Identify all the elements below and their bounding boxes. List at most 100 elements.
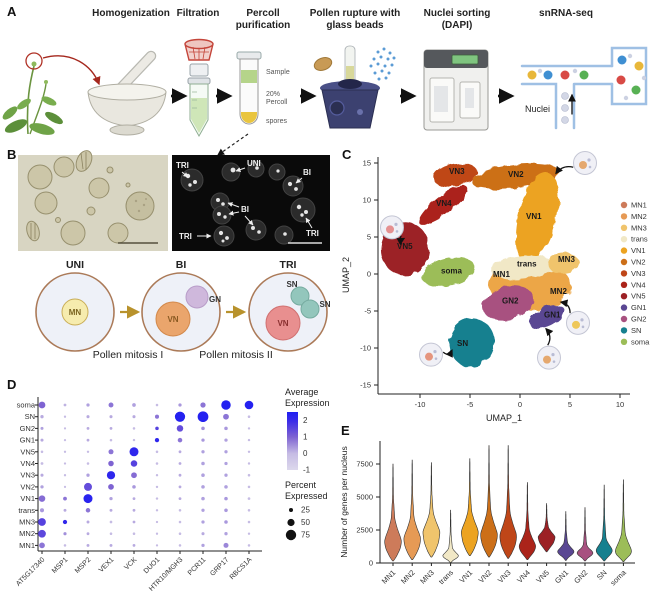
mn-label: MN [69, 308, 82, 317]
expression-dot [63, 415, 67, 418]
expression-dot [155, 520, 159, 524]
legend-label-VN1: VN1 [631, 246, 646, 255]
expression-dot [178, 473, 182, 477]
graphic [88, 177, 110, 199]
expression-dot [132, 485, 136, 489]
percoll-label-line1: 20% [266, 91, 280, 98]
expression-dot [155, 485, 159, 489]
panel-a-workflow: Sample 20% Percoll spores [2, 38, 648, 156]
graphic [142, 203, 146, 207]
expression-dot [155, 462, 159, 465]
gene-label: VEX1 [98, 556, 116, 574]
graphic [26, 220, 40, 242]
graphic [295, 177, 303, 184]
graphic [223, 215, 227, 219]
cluster-label-VN5: VN5 [397, 242, 413, 251]
y-axis-label: UMAP_2 [341, 257, 351, 293]
violin-cat-label: VN1 [458, 568, 475, 585]
graphic [17, 98, 31, 110]
legend-label-GN2: GN2 [631, 315, 646, 324]
x-tick-label: 5 [568, 400, 572, 409]
sample-label: Sample [266, 69, 290, 76]
expression-dot [63, 439, 67, 442]
expression-dot [86, 438, 90, 442]
expression-dot [247, 509, 251, 512]
graphic [187, 77, 211, 85]
expression-dot [247, 415, 251, 418]
violin-MN2 [403, 459, 421, 560]
percent-expressed-title: Percent [285, 480, 317, 490]
vn-label: VN [167, 315, 178, 324]
expression-dot [244, 400, 254, 410]
graphic [31, 61, 37, 67]
cluster-label-MN2: MN2 [550, 287, 567, 296]
legend-label-VN3: VN3 [631, 269, 646, 278]
cluster-label-SN: SN [457, 339, 468, 348]
graphic [106, 166, 114, 174]
graphic [212, 205, 232, 225]
size-legend-label: 25 [301, 506, 310, 515]
percoll-label-line2: Percoll [266, 99, 288, 106]
pollen-grain-icon [313, 57, 333, 71]
graphic [283, 232, 287, 236]
size-legend-dot [285, 529, 297, 541]
dapi-annotation: UNI [247, 159, 261, 168]
spores-label: spores [266, 118, 288, 125]
y-tick-label: 5000 [356, 493, 373, 502]
expression-dot [129, 447, 139, 457]
avg-expression-title: Average [285, 387, 318, 397]
cluster-label-GN2: GN2 [502, 297, 519, 306]
violin-cat-label: MN3 [418, 568, 436, 586]
graphic [218, 230, 224, 236]
expression-dot [201, 485, 205, 489]
row-label-VN5: VN5 [20, 447, 35, 456]
umap-legend: MN1 MN2 MN3 trans VN1 VN2 VN3 VN4 VN5 GN1 GN2 SN som… [620, 201, 650, 346]
graphic [34, 191, 58, 215]
expression-dot [178, 520, 182, 524]
umap-cluster-trans [491, 255, 555, 279]
expression-dot [176, 425, 184, 432]
graphic [134, 198, 147, 213]
expression-dot [131, 472, 137, 479]
expression-dot [86, 532, 90, 536]
graphic [227, 202, 240, 208]
graphic [255, 166, 259, 170]
graphic [75, 150, 93, 172]
expression-dot [178, 532, 182, 535]
graphic [296, 204, 302, 210]
expression-dot [86, 403, 90, 407]
expression-dot [224, 426, 228, 431]
sn-nucleus [290, 286, 310, 306]
strainer-icon [184, 38, 214, 61]
graphic [241, 112, 257, 123]
x-tick-label: 0 [518, 400, 522, 409]
expression-dot [86, 427, 90, 430]
sn-nucleus [300, 299, 320, 319]
expression-dot [130, 460, 138, 467]
expression-dot [132, 497, 136, 500]
graphic [29, 123, 55, 135]
violin-cat-label: trans [437, 568, 455, 586]
mn-nucleus [61, 298, 89, 326]
panel-e-label: E [341, 423, 350, 438]
expression-dot [63, 485, 67, 488]
expression-dot [247, 427, 251, 430]
row-label-VN4: VN4 [20, 459, 35, 468]
graphic [579, 161, 587, 169]
step-title-nuclei-sorting: Nuclei sorting (DAPI) [423, 8, 491, 31]
umap-cluster-GN2 [482, 285, 534, 321]
graphic [30, 223, 36, 239]
graphic [338, 79, 362, 89]
expression-dot [109, 520, 113, 524]
gene-label: GRP17 [209, 556, 230, 577]
gene-label: MSP1 [51, 556, 70, 575]
graphic [588, 165, 592, 169]
graphic [300, 213, 304, 217]
cluster-label-soma: soma [441, 266, 462, 275]
row-label-MN2: MN2 [19, 529, 35, 538]
violin-VN2 [480, 445, 498, 558]
filtration-icons [184, 38, 214, 138]
y-axis-label: Number of genes per nucleus [339, 446, 349, 558]
graphic [145, 198, 147, 200]
graphic [543, 70, 553, 80]
